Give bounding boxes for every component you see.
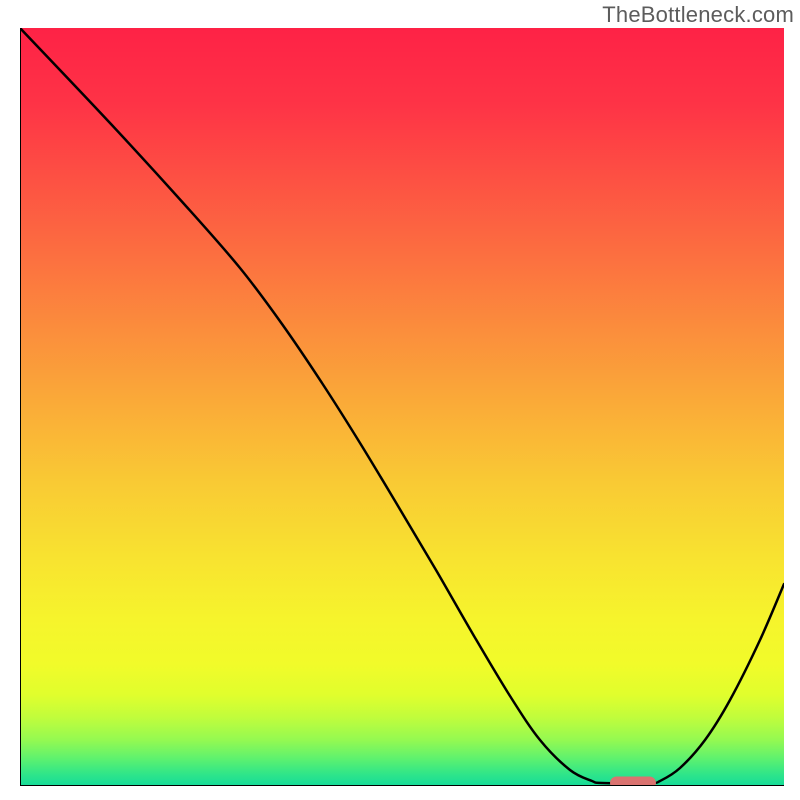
- chart-area: [20, 28, 784, 786]
- chart-container: TheBottleneck.com: [0, 0, 800, 800]
- watermark-text: TheBottleneck.com: [602, 2, 794, 28]
- bottleneck-chart: [20, 28, 784, 786]
- chart-background: [20, 28, 784, 786]
- optimal-marker: [610, 777, 656, 787]
